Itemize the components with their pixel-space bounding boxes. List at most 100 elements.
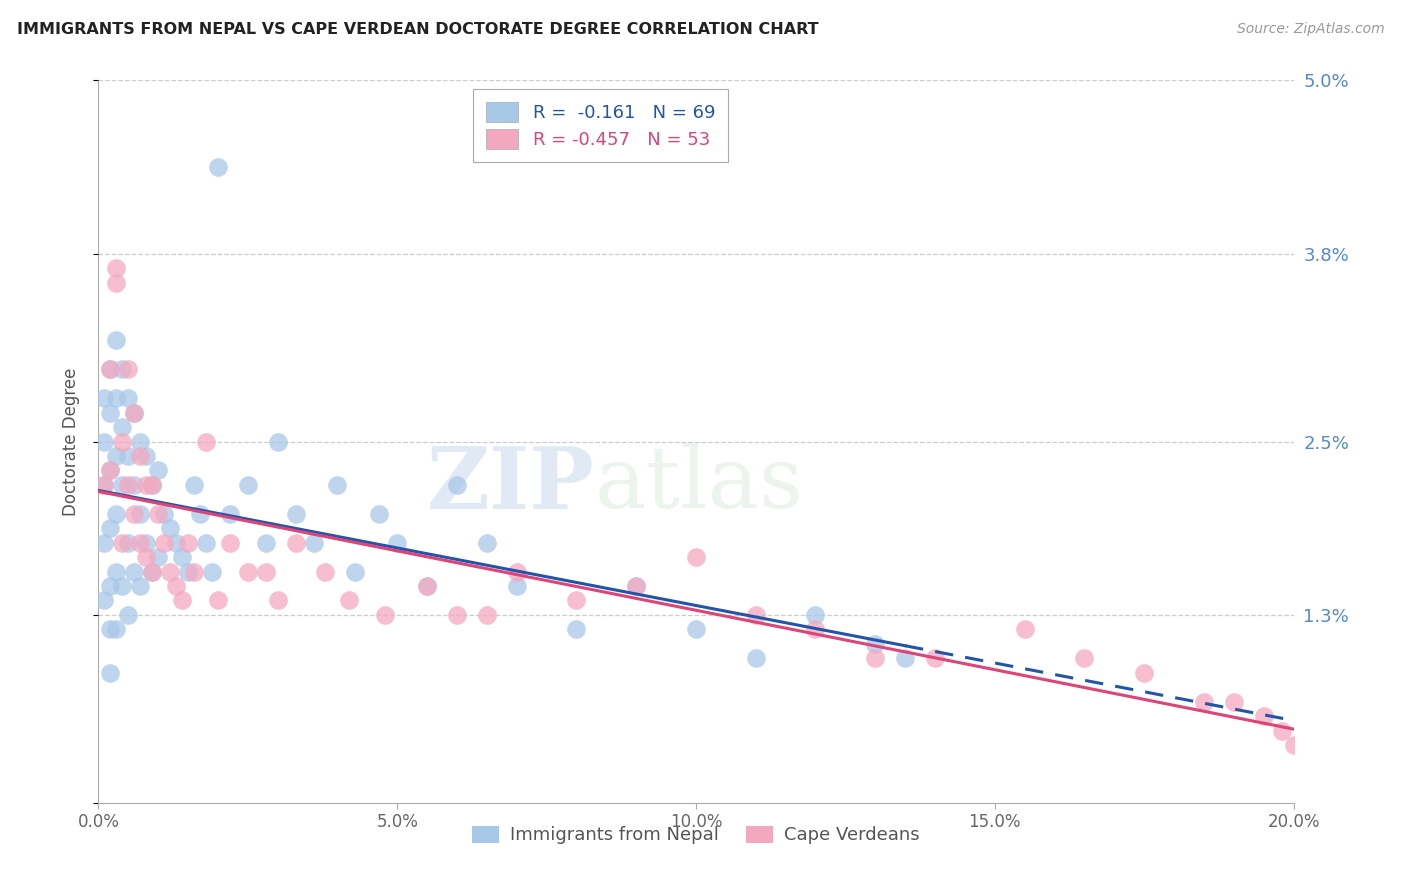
Point [105, 261, 128, 276]
Point [172, 550, 194, 565]
Point [865, 637, 887, 651]
Point [565, 593, 588, 607]
Point [219, 535, 242, 549]
Point [117, 535, 139, 549]
Point [98, 406, 122, 420]
Point [98, 463, 122, 477]
Point [111, 579, 134, 593]
Y-axis label: Doctorate Degree: Doctorate Degree [62, 368, 80, 516]
Point [129, 507, 152, 521]
Point [446, 478, 468, 492]
Text: ZIP: ZIP [426, 443, 595, 527]
Point [626, 579, 648, 593]
Point [894, 651, 917, 665]
Text: IMMIGRANTS FROM NEPAL VS CAPE VERDEAN DOCTORATE DEGREE CORRELATION CHART: IMMIGRANTS FROM NEPAL VS CAPE VERDEAN DO… [17, 22, 818, 37]
Point [135, 478, 157, 492]
Point [315, 565, 337, 579]
Point [105, 276, 128, 290]
Point [1271, 723, 1294, 738]
Point [183, 478, 205, 492]
Point [141, 478, 163, 492]
Point [236, 565, 259, 579]
Point [385, 535, 409, 549]
Point [135, 550, 157, 565]
Point [153, 507, 176, 521]
Point [93, 478, 115, 492]
Point [135, 535, 157, 549]
Point [141, 565, 163, 579]
Point [159, 521, 181, 535]
Point [254, 535, 277, 549]
Point [98, 362, 122, 376]
Point [183, 565, 205, 579]
Point [93, 593, 115, 607]
Point [1073, 651, 1095, 665]
Point [117, 391, 139, 405]
Point [344, 565, 367, 579]
Point [236, 478, 259, 492]
Point [207, 593, 229, 607]
Point [98, 463, 122, 477]
Point [148, 463, 170, 477]
Point [188, 507, 211, 521]
Point [177, 565, 200, 579]
Point [475, 535, 498, 549]
Point [124, 478, 146, 492]
Point [685, 550, 707, 565]
Point [159, 565, 181, 579]
Point [165, 535, 187, 549]
Point [804, 623, 827, 637]
Point [111, 434, 134, 449]
Point [219, 507, 242, 521]
Point [195, 434, 218, 449]
Point [924, 651, 946, 665]
Point [111, 362, 134, 376]
Point [745, 651, 768, 665]
Point [93, 391, 115, 405]
Point [326, 478, 349, 492]
Point [129, 579, 152, 593]
Point [117, 607, 139, 622]
Point [129, 535, 152, 549]
Point [302, 535, 325, 549]
Point [1192, 695, 1215, 709]
Point [416, 579, 439, 593]
Point [374, 607, 396, 622]
Point [124, 507, 146, 521]
Point [129, 449, 152, 463]
Point [105, 507, 128, 521]
Point [124, 406, 146, 420]
Point [148, 507, 170, 521]
Point [117, 362, 139, 376]
Point [1223, 695, 1246, 709]
Point [267, 593, 290, 607]
Point [626, 579, 648, 593]
Point [446, 607, 468, 622]
Legend: Immigrants from Nepal, Cape Verdeans: Immigrants from Nepal, Cape Verdeans [465, 818, 927, 852]
Point [506, 565, 529, 579]
Point [177, 535, 200, 549]
Point [1133, 665, 1156, 680]
Point [105, 334, 128, 348]
Point [111, 478, 134, 492]
Point [98, 579, 122, 593]
Point [135, 449, 157, 463]
Point [141, 565, 163, 579]
Point [148, 550, 170, 565]
Point [368, 507, 391, 521]
Point [141, 478, 163, 492]
Point [124, 406, 146, 420]
Point [93, 535, 115, 549]
Point [284, 535, 307, 549]
Point [207, 160, 229, 174]
Point [105, 623, 128, 637]
Point [195, 535, 218, 549]
Point [339, 593, 361, 607]
Text: atlas: atlas [595, 443, 803, 526]
Point [117, 449, 139, 463]
Point [1282, 738, 1305, 752]
Point [685, 623, 707, 637]
Point [172, 593, 194, 607]
Point [105, 449, 128, 463]
Point [165, 579, 187, 593]
